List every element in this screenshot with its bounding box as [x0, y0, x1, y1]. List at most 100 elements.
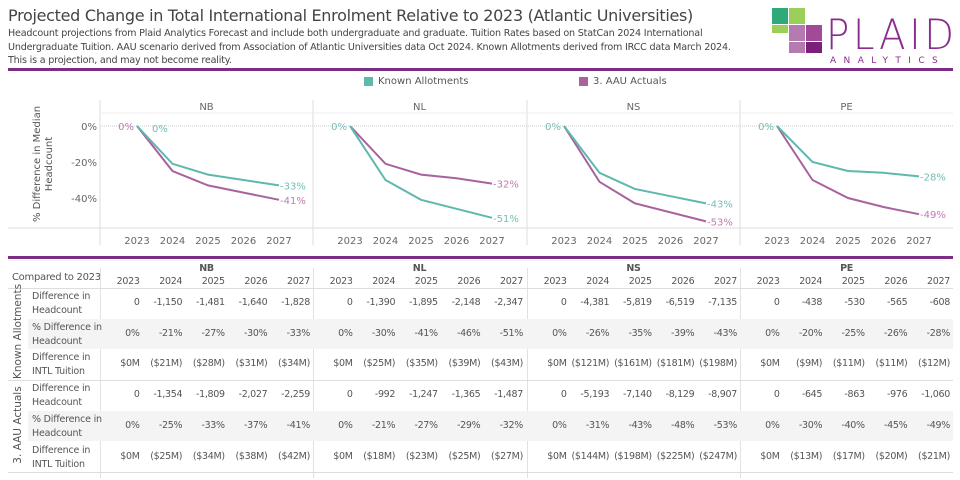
table-cell: -31% [585, 419, 610, 431]
table-cell: $0M [760, 450, 780, 462]
table-cell: 0% [765, 327, 780, 339]
table-cell: ($28M) [192, 358, 225, 370]
table-cell: -40% [841, 419, 865, 431]
series-line-aau-actuals [563, 125, 707, 223]
table-cell: -5,819 [622, 297, 652, 308]
year-header: 2024 [159, 276, 183, 287]
end-data-label: -51% [493, 214, 519, 225]
table-cell: -21% [371, 419, 396, 431]
table-cell: -43% [713, 327, 738, 339]
row-group-label: 3. AAU Actuals [12, 386, 24, 464]
row-group-label: Known Allotments [12, 284, 24, 380]
table-cell: 0% [552, 327, 567, 339]
table-cell: ($121M) [571, 358, 610, 370]
year-header: 2026 [457, 276, 481, 287]
table-cell: -27% [201, 327, 225, 339]
start-data-label: 0% [118, 122, 134, 133]
region-header-ns: NS [626, 263, 641, 274]
y-tick-label: 0% [81, 122, 97, 133]
x-tick-label: 2023 [551, 236, 576, 247]
year-header: 2023 [329, 276, 353, 287]
row-stripe [28, 410, 953, 442]
table-cell: -28% [926, 327, 951, 339]
logo-square [772, 8, 788, 24]
table-cell: -30% [244, 327, 268, 339]
table-cell: ($13M) [790, 450, 823, 462]
logo-square [789, 8, 805, 24]
logo-square [806, 25, 822, 41]
table-cell: -4,381 [580, 297, 610, 308]
x-tick-label: 2027 [906, 236, 931, 247]
table-cell: -976 [887, 389, 908, 401]
legend-item-aau-actuals[interactable]: 3. AAU Actuals [579, 76, 667, 87]
region-header-nb: NB [199, 263, 214, 274]
start-data-label: 0% [331, 122, 347, 133]
table-corner-label: Compared to 2023 [12, 272, 101, 283]
panel-title-nb: NB [199, 102, 213, 113]
table-cell: ($25M) [363, 358, 396, 370]
year-header: 2026 [244, 276, 268, 287]
table-cell: ($31M) [235, 358, 268, 370]
table-cell: ($39M) [448, 358, 481, 370]
table-cell: -1,809 [195, 389, 225, 401]
table-cell: ($25M) [448, 450, 481, 462]
table-cell: ($21M) [150, 358, 183, 370]
table-cell: -565 [887, 297, 908, 308]
x-tick-label: 2025 [408, 236, 433, 247]
table-cell: $0M [120, 358, 140, 370]
table-cell: ($11M) [875, 358, 908, 370]
x-tick-label: 2026 [444, 236, 469, 247]
table-cell: -51% [499, 327, 524, 339]
panel-title-nl: NL [413, 102, 426, 113]
table-cell: -39% [671, 327, 695, 339]
legend-label: 3. AAU Actuals [593, 76, 667, 87]
table-cell: -46% [457, 327, 481, 339]
table-cell: ($38M) [235, 450, 268, 462]
table-cell: -25% [841, 327, 865, 339]
table-cell: -45% [884, 419, 908, 431]
year-header: 2027 [714, 276, 737, 287]
table-cell: ($42M) [278, 450, 310, 462]
table-cell: -43% [628, 419, 652, 431]
legend-swatch [579, 77, 588, 86]
column-group-divider [100, 268, 101, 478]
summary-table: Compared to 2023 NB 2023 2024 2025 2026 2027 NL… [0, 260, 960, 480]
table-cell: 0% [125, 419, 140, 431]
end-data-label: -41% [280, 196, 306, 207]
table-cell: 0 [346, 389, 353, 401]
panel-title-ns: NS [627, 102, 641, 113]
x-tick-label: 2023 [337, 236, 362, 247]
table-cell: -438 [801, 297, 823, 308]
start-data-label: 0% [545, 122, 561, 133]
table-cell: -645 [801, 389, 823, 401]
table-cell: 0 [133, 297, 140, 308]
table-cell: ($161M) [614, 358, 652, 370]
table-cell: -41% [414, 327, 438, 339]
x-tick-label: 2024 [800, 236, 825, 247]
x-tick-label: 2025 [622, 236, 647, 247]
table-cell: -26% [884, 327, 908, 339]
table-cell: ($12M) [918, 358, 950, 370]
table-cell: $0M [760, 358, 780, 370]
logo-square [789, 25, 805, 41]
table-cell: -48% [671, 419, 695, 431]
table-cell: -33% [286, 327, 311, 339]
table-cell: 0 [133, 389, 140, 401]
year-header: 2024 [799, 276, 823, 287]
x-tick-label: 2025 [835, 236, 860, 247]
table-cell: ($34M) [278, 358, 310, 370]
page-title: Projected Change in Total International … [8, 6, 693, 25]
series-line-known-allotments [776, 125, 920, 178]
logo-text: PLAID [826, 10, 958, 59]
year-header: 2023 [543, 276, 567, 287]
x-tick-label: 2024 [373, 236, 398, 247]
table-cell: -1,365 [451, 389, 481, 401]
plaid-logo [772, 8, 822, 53]
table-cell: $0M [547, 358, 567, 370]
table-cell: -25% [158, 419, 183, 431]
year-header: 2024 [372, 276, 396, 287]
end-data-label: -53% [707, 217, 733, 228]
legend-item-known-allotments[interactable]: Known Allotments [364, 76, 469, 87]
table-cell: ($43M) [491, 358, 523, 370]
logo-square [806, 42, 822, 53]
